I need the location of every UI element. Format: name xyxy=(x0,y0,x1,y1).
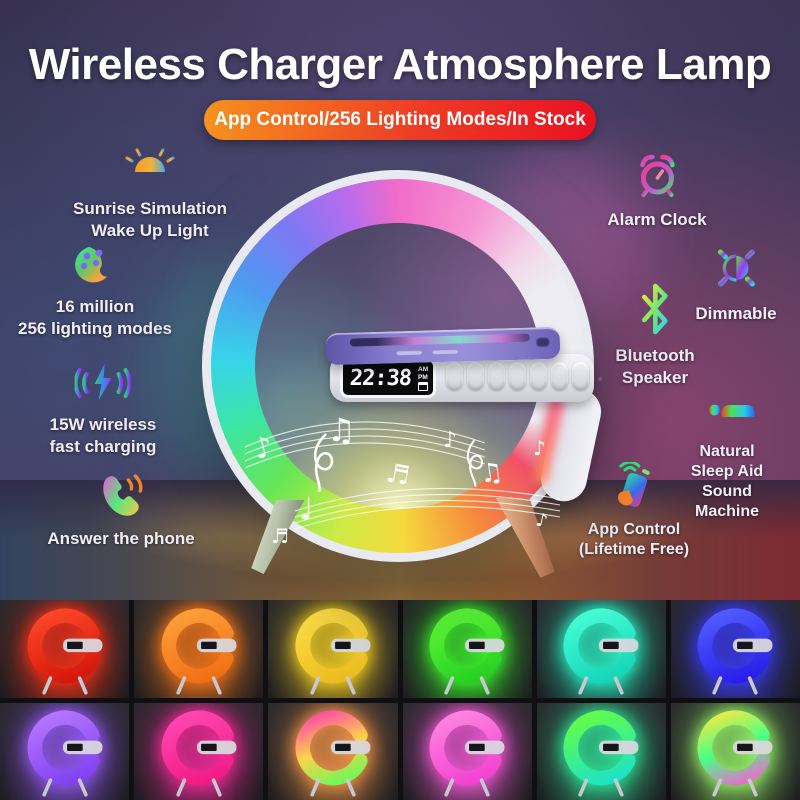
lamp-color-tile-yellow xyxy=(268,600,398,698)
smartphone-on-charger xyxy=(325,326,561,366)
feature-sunrise: Sunrise Simulation Wake Up Light xyxy=(73,144,227,242)
lamp-color-tile-red xyxy=(0,600,130,698)
lamp-color-tile-orange xyxy=(134,600,264,698)
alarm-clock-icon xyxy=(607,153,706,205)
mini-g-lamp xyxy=(27,608,103,695)
speaker-button xyxy=(488,362,505,390)
mini-g-lamp xyxy=(429,710,505,797)
speaker-button xyxy=(530,362,547,390)
feature-answer-phone: Answer the phone xyxy=(47,472,195,550)
color-gallery xyxy=(0,600,800,800)
feature-app-control: App Control (Lifetime Free) xyxy=(579,460,689,560)
dimmable-icon xyxy=(695,242,776,299)
lamp-color-tile-hot-pink xyxy=(134,702,264,800)
stock-badge: App Control/256 Lighting Modes/In Stock xyxy=(204,100,596,140)
mini-g-lamp xyxy=(429,608,505,695)
lamp-color-tile-blue xyxy=(670,600,800,698)
phone-side-button xyxy=(432,348,459,355)
music-notes: ♪ ♫ ♬ ♪ ♩ ♫ ♪ ♬ ♪ xyxy=(244,411,561,548)
feature-fast-charging: 15W wireless fast charging xyxy=(50,362,157,458)
lamp-color-tile-cyan xyxy=(536,600,666,698)
sunrise-icon xyxy=(73,144,227,194)
svg-text:♪: ♪ xyxy=(251,429,276,465)
feature-bluetooth-speaker: Bluetooth Speaker xyxy=(615,283,695,389)
speaker-button xyxy=(551,362,568,390)
lamp-color-tile-rainbow xyxy=(268,702,398,800)
hero-photo: 22:38 AM PM ♪ ♫ ♬ ♪ xyxy=(0,0,800,600)
clock-meridiem: AM PM xyxy=(418,366,433,391)
lamp-color-tile-magenta-pink xyxy=(402,702,532,800)
mini-g-lamp xyxy=(161,608,237,695)
mini-g-lamp xyxy=(295,608,371,695)
mini-g-lamp xyxy=(697,608,773,695)
feature-lighting-modes: 16 million 256 lighting modes xyxy=(18,244,172,340)
bluetooth-icon xyxy=(615,283,694,341)
mini-g-lamp xyxy=(563,608,639,695)
speaker-button xyxy=(467,362,484,390)
mini-g-lamp xyxy=(295,710,371,797)
lamp-color-tile-green-cyan xyxy=(536,702,666,800)
lamp-color-tile-multicolor xyxy=(670,702,800,800)
svg-text:♫: ♫ xyxy=(327,411,356,449)
svg-text:♬: ♬ xyxy=(271,524,289,548)
svg-text:♬: ♬ xyxy=(384,458,412,492)
phone-camera xyxy=(535,337,551,348)
lamp-color-tile-purple xyxy=(0,702,130,800)
svg-text:♪: ♪ xyxy=(443,428,457,453)
mini-g-lamp xyxy=(161,710,237,797)
bed-icon xyxy=(691,393,764,438)
svg-text:♩: ♩ xyxy=(299,492,313,527)
svg-text:♪: ♪ xyxy=(533,436,546,460)
feature-dimmable: Dimmable xyxy=(695,242,777,325)
phone-icon xyxy=(47,472,194,524)
mini-g-lamp xyxy=(27,710,103,797)
app-control-icon xyxy=(579,460,689,516)
clock-date-icon xyxy=(418,381,428,391)
svg-text:♪: ♪ xyxy=(534,509,550,532)
lamp-color-tile-green xyxy=(402,600,532,698)
microphone-hole xyxy=(598,377,602,381)
mini-g-lamp xyxy=(563,710,639,797)
feature-alarm-clock: Alarm Clock xyxy=(607,153,707,231)
palette-icon xyxy=(18,244,172,292)
speaker-button xyxy=(572,362,589,390)
mini-g-lamp xyxy=(697,710,773,797)
page-title: Wireless Charger Atmosphere Lamp xyxy=(28,40,772,89)
feature-sleep-aid: Natural Sleep Aid Sound Machine xyxy=(691,393,764,522)
phone-screen xyxy=(349,333,530,347)
phone-side-button xyxy=(396,349,423,356)
speaker-button xyxy=(446,362,463,390)
wireless-charge-icon xyxy=(50,362,157,410)
speaker-button xyxy=(509,362,526,390)
